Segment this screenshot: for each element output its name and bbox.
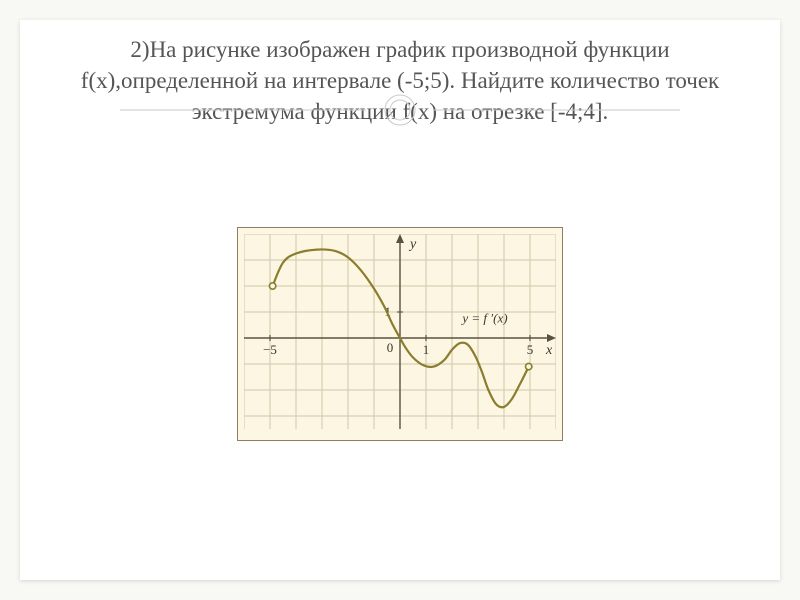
svg-text:5: 5 — [527, 342, 534, 357]
svg-text:y = f ′(x): y = f ′(x) — [460, 310, 507, 325]
problem-text: 2)На рисунке изображен график производно… — [20, 20, 780, 127]
svg-text:y: y — [408, 237, 417, 252]
chart-frame: 011−55xyy = f ′(x) — [237, 227, 563, 441]
svg-text:0: 0 — [387, 340, 394, 355]
chart-area: 011−55xyy = f ′(x) — [20, 127, 780, 580]
svg-text:−5: −5 — [263, 342, 277, 357]
svg-text:1: 1 — [423, 342, 430, 357]
slide-container: 2)На рисунке изображен график производно… — [20, 20, 780, 580]
derivative-chart: 011−55xyy = f ′(x) — [244, 234, 556, 429]
svg-text:x: x — [545, 343, 553, 358]
